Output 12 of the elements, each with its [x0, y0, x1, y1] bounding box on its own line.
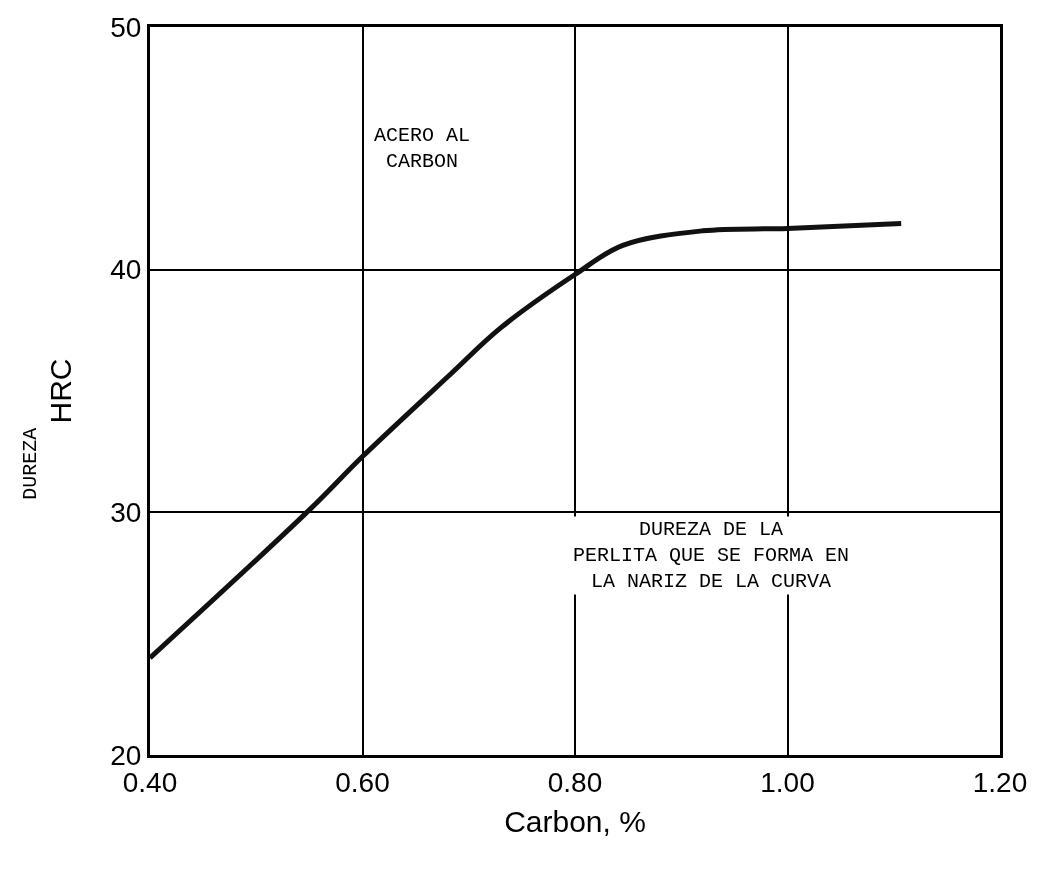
- x-axis-title: Carbon, %: [504, 805, 646, 839]
- y-tick-label: 30: [110, 497, 142, 529]
- y-tick-label: 40: [110, 254, 142, 286]
- y-tick-label: 50: [110, 11, 142, 43]
- annotation: DUREZA DE LA PERLITA QUE SE FORMA EN LA NARIZ DE LA CURVA: [573, 518, 850, 593]
- annotation: ACERO AL CARBON: [374, 124, 471, 173]
- x-tick-label: 1.20: [972, 766, 1028, 798]
- text: DUREZA: [19, 427, 43, 500]
- x-tick-label: 1.00: [760, 766, 815, 798]
- x-tick-label: 0.80: [547, 766, 603, 798]
- y-axis-title: HRC: [44, 358, 78, 424]
- x-tick-label: 0.60: [335, 766, 390, 798]
